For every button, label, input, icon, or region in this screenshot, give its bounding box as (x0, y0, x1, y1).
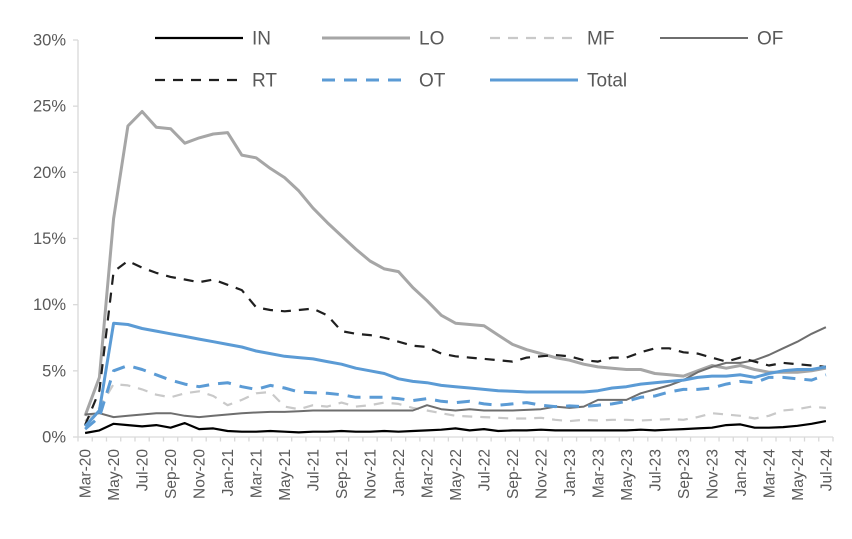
x-tick-label: Nov-21 (363, 449, 380, 499)
x-tick-label: May-23 (619, 449, 636, 501)
x-tick-label: Jan-24 (733, 449, 750, 497)
x-tick-label: Mar-21 (249, 449, 266, 498)
x-tick-label: Jul-20 (135, 449, 152, 492)
x-tick-label: Jul-22 (476, 449, 493, 491)
x-tick-label: May-22 (448, 449, 465, 501)
y-tick-label: 15% (33, 230, 66, 248)
x-tick-label: Nov-20 (192, 449, 209, 499)
y-tick-label: 30% (33, 32, 66, 50)
x-tick-label: Jul-23 (647, 449, 664, 491)
y-tick-label: 0% (42, 429, 66, 447)
x-tick-label: Mar-24 (761, 449, 778, 498)
x-tick-label: Jan-21 (220, 449, 237, 496)
x-tick-label: Nov-23 (704, 449, 721, 499)
legend-label-OF: OF (757, 29, 783, 50)
legend-label-LO: LO (419, 29, 444, 50)
series-line-RT (84, 259, 827, 426)
x-tick-label: Jan-22 (391, 449, 408, 496)
legend-label-OT: OT (419, 71, 446, 92)
x-tick-label: Nov-22 (533, 449, 550, 499)
legend-item-MF: MF (490, 29, 614, 50)
legend-item-IN: IN (155, 29, 271, 50)
legend-label-Total: Total (587, 71, 627, 92)
x-tick-label: Sep-21 (334, 449, 351, 499)
y-tick-label: 25% (33, 98, 66, 116)
x-tick-label: Mar-20 (78, 449, 95, 498)
series-line-MF (84, 383, 826, 423)
series-line-LO (83, 110, 827, 417)
y-tick-label: 10% (33, 296, 66, 314)
legend-label-IN: IN (252, 29, 271, 50)
x-tick-label: May-24 (790, 449, 807, 501)
series-line-Total (83, 321, 827, 428)
legend-item-OT: OT (322, 71, 446, 92)
x-tick-label: Mar-23 (590, 449, 607, 498)
x-tick-label: May-20 (106, 449, 123, 501)
legend-item-RT: RT (155, 71, 277, 92)
y-tick-label: 5% (42, 362, 66, 380)
legend-label-RT: RT (252, 71, 277, 92)
legend-item-LO: LO (322, 29, 444, 50)
x-tick-label: Jan-23 (562, 449, 579, 496)
legend-item-OF: OF (660, 29, 783, 50)
x-tick-label: Jul-21 (306, 449, 323, 491)
x-tick-label: May-21 (277, 449, 294, 501)
series-line-OT (84, 364, 827, 431)
series-line-IN (84, 420, 827, 435)
x-tick-label: Sep-22 (505, 449, 522, 499)
x-tick-label: Jul-24 (818, 449, 835, 492)
legend: IN LO MF OF RT OT Total (155, 29, 783, 92)
legend-item-Total: Total (490, 71, 627, 92)
legend-label-MF: MF (587, 29, 614, 50)
series-line-OF (85, 326, 827, 419)
x-tick-label: Mar-22 (420, 449, 437, 498)
x-tick-label: Sep-20 (163, 449, 180, 499)
x-tick-label: Sep-23 (676, 449, 693, 499)
y-tick-label: 20% (33, 164, 66, 182)
